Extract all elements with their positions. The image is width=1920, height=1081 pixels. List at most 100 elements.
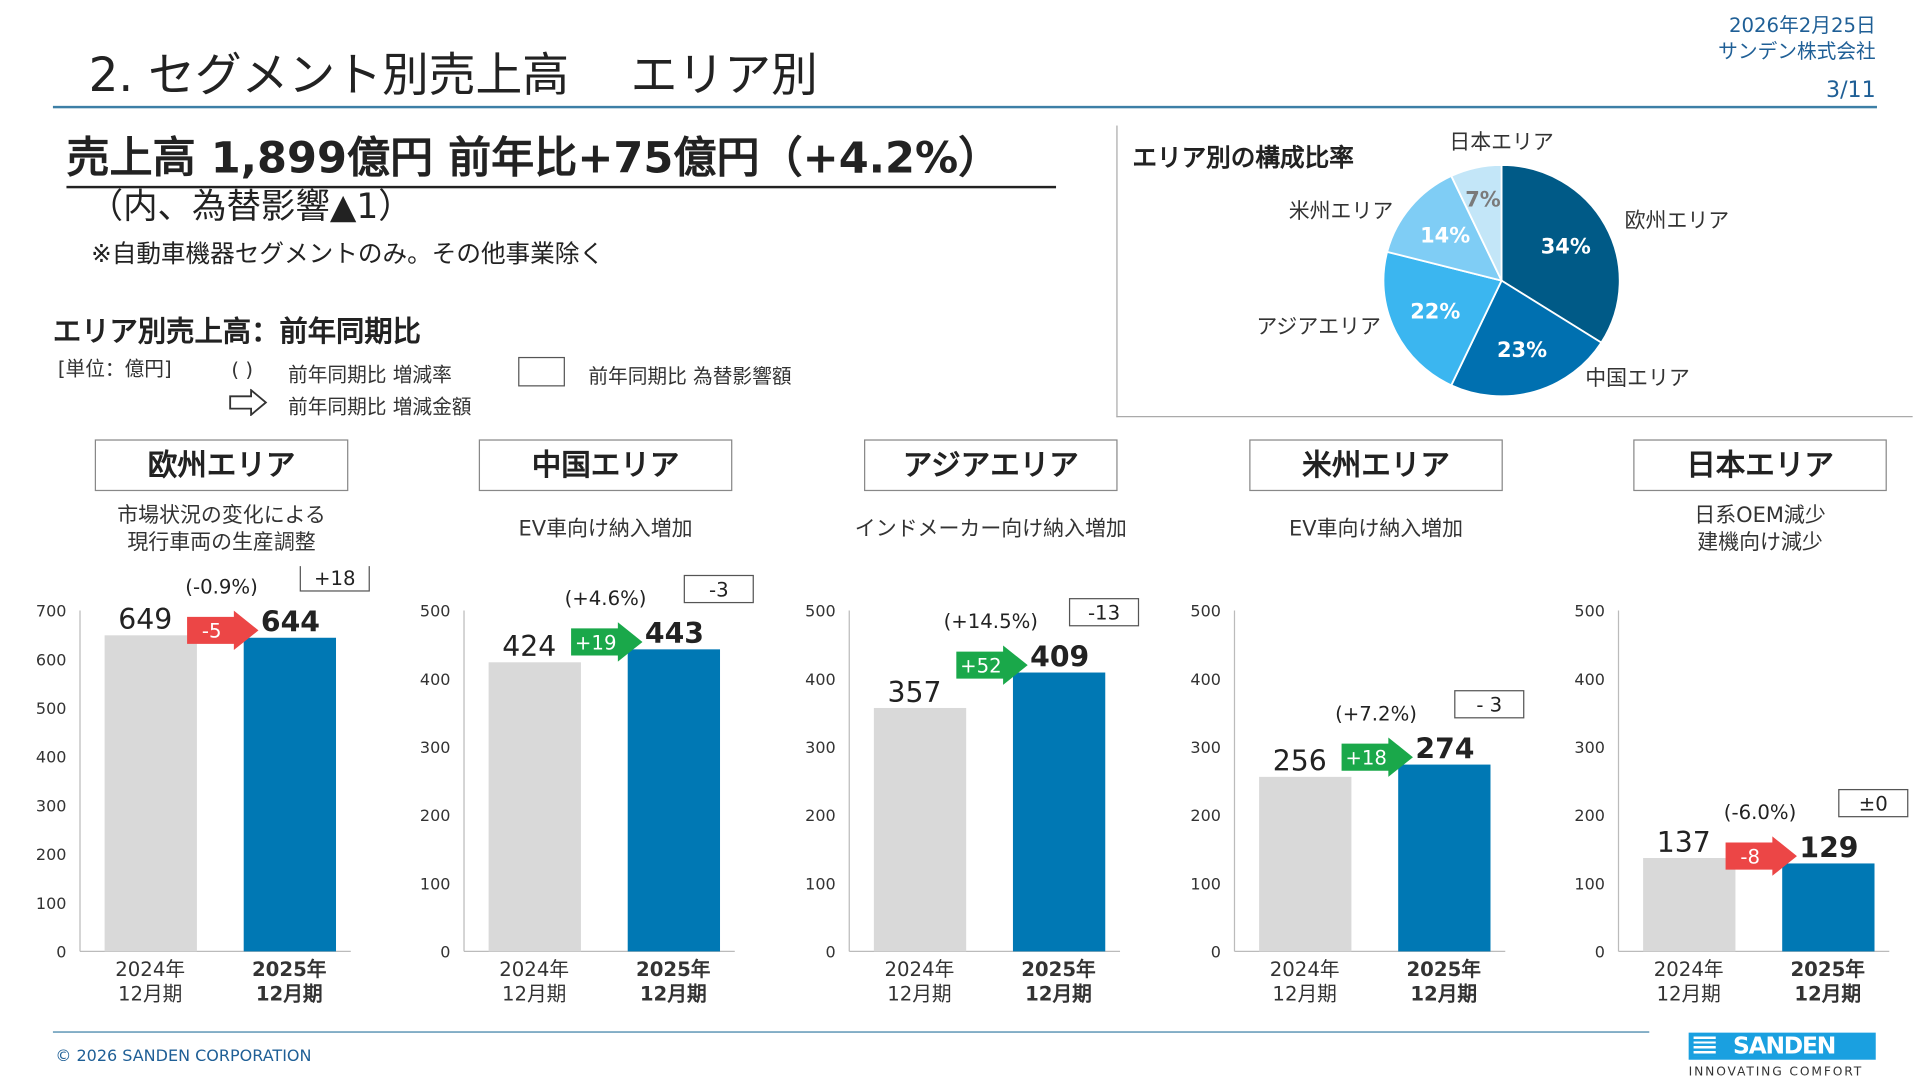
bar-value-label: 129 — [1799, 831, 1858, 864]
pie-area-label: 中国エリア — [1585, 366, 1690, 390]
pct-change-label: (+4.6%) — [565, 587, 647, 610]
arrow-outline-icon — [229, 389, 268, 416]
area-comment: EV車向け納入増加 — [1216, 516, 1536, 543]
bar-value-label: 649 — [118, 603, 172, 636]
bar-2025 — [1398, 765, 1490, 952]
x-category-label: 2025年 — [1021, 958, 1096, 981]
legend-box-icon — [518, 357, 565, 387]
fx-label: -13 — [1088, 602, 1120, 625]
pct-change-label: (-6.0%) — [1724, 801, 1796, 824]
pie-area-label: 米州エリア — [1289, 199, 1394, 223]
y-tick-label: 0 — [1595, 943, 1605, 962]
headline: 売上高 1,899億円 前年比+75億円（+4.2%） — [66, 123, 1056, 188]
bar-value-label: 357 — [887, 676, 941, 709]
delta-label: +18 — [1345, 747, 1387, 770]
pct-change-label: (+7.2%) — [1335, 702, 1417, 725]
bar-chart: 01002003004005004242024年12月期4432025年12月期… — [384, 566, 766, 1009]
area-header: 欧州エリア — [95, 439, 349, 491]
fx-note: （内、為替影響▲1） — [89, 180, 413, 229]
x-category-label: 12月期 — [1025, 983, 1092, 1006]
y-tick-label: 100 — [36, 894, 67, 913]
pie-percent-label: 14% — [1420, 223, 1470, 247]
x-category-label: 12月期 — [887, 983, 951, 1006]
y-tick-label: 0 — [826, 943, 836, 962]
fx-label: -3 — [709, 578, 729, 601]
comment-line: EV車向け納入増加 — [1216, 516, 1536, 543]
bar-chart: 01002003004005002562024年12月期2742025年12月期… — [1154, 566, 1536, 1009]
pie-area-label: アジアエリア — [1256, 315, 1381, 339]
comment-line: EV車向け納入増加 — [446, 516, 766, 543]
x-category-label: 12月期 — [1272, 983, 1336, 1006]
x-category-label: 12月期 — [1794, 983, 1861, 1006]
legend-fx: 前年同期比 為替影響額 — [588, 359, 791, 389]
area-header: 日本エリア — [1633, 439, 1887, 491]
y-tick-label: 300 — [36, 796, 67, 815]
pie-area-label: 欧州エリア — [1625, 209, 1730, 233]
pct-change-label: (-0.9%) — [185, 575, 257, 598]
area-comment: インドメーカー向け納入増加 — [831, 516, 1151, 543]
y-tick-label: 200 — [1574, 806, 1605, 825]
area-header: 米州エリア — [1249, 439, 1503, 491]
copyright: © 2026 SANDEN CORPORATION — [55, 1047, 311, 1065]
bar-value-label: 443 — [645, 617, 704, 650]
y-tick-label: 0 — [56, 943, 66, 962]
y-tick-label: 400 — [420, 670, 451, 689]
bar-2025 — [1013, 673, 1105, 952]
tagline: INNOVATING COMFORT — [1689, 1066, 1864, 1080]
y-tick-label: 300 — [1574, 738, 1605, 757]
section-title: エリア別売上高：前年同期比 — [53, 308, 421, 350]
company: サンデン株式会社 — [1718, 38, 1876, 64]
footer-divider — [53, 1031, 1649, 1032]
pie-area-label: 日本エリア — [1449, 130, 1554, 154]
area-comment: 市場状況の変化による現行車両の生産調整 — [62, 502, 382, 556]
bar-value-label: 137 — [1657, 826, 1711, 859]
page-title: 2. セグメント別売上高 エリア別 — [89, 37, 818, 105]
comment-line: 日系OEM減少 — [1600, 502, 1920, 529]
y-tick-label: 200 — [1190, 806, 1221, 825]
comment-line: インドメーカー向け納入増加 — [831, 516, 1151, 543]
bar-2024 — [105, 635, 197, 951]
pie-percent-label: 22% — [1410, 300, 1460, 324]
pie-percent-label: 7% — [1465, 188, 1501, 212]
y-tick-label: 300 — [805, 738, 836, 757]
y-tick-label: 600 — [36, 650, 67, 669]
y-tick-label: 500 — [805, 602, 836, 621]
bar-2025 — [1782, 863, 1874, 951]
x-category-label: 12月期 — [1410, 983, 1477, 1006]
bar-2024 — [1259, 777, 1351, 952]
y-tick-label: 200 — [805, 806, 836, 825]
x-category-label: 2024年 — [885, 958, 955, 981]
bar-2025 — [628, 649, 720, 951]
legend-paren: ( ) — [231, 358, 253, 381]
y-tick-label: 0 — [440, 943, 450, 962]
comment-line: 建機向け減少 — [1600, 529, 1920, 556]
x-category-label: 2024年 — [1270, 958, 1340, 981]
comment-line: 現行車両の生産調整 — [62, 529, 382, 556]
bar-value-label: 644 — [261, 606, 320, 639]
pie-percent-label: 23% — [1497, 338, 1547, 362]
area-header: 中国エリア — [479, 439, 733, 491]
bar-chart: 01002003004005003572024年12月期4092025年12月期… — [769, 566, 1151, 1009]
y-tick-label: 400 — [1190, 670, 1221, 689]
delta-label: -8 — [1740, 845, 1760, 868]
pie-percent-label: 34% — [1541, 234, 1591, 258]
bar-value-label: 409 — [1030, 640, 1089, 673]
x-category-label: 2025年 — [1406, 958, 1481, 981]
unit-label: [単位：億円] — [58, 352, 172, 382]
fx-label: - 3 — [1476, 694, 1502, 717]
scope-note: ※自動車機器セグメントのみ。その他事業除く — [91, 234, 604, 270]
logo-text: SANDEN — [1733, 1033, 1835, 1060]
legend-rate: 前年同期比 増減率 — [288, 358, 452, 388]
x-category-label: 2024年 — [499, 958, 569, 981]
bar-chart: 01002003004005001372024年12月期1292025年12月期… — [1539, 566, 1920, 1009]
x-category-label: 12月期 — [1656, 983, 1720, 1006]
y-tick-label: 500 — [1574, 602, 1605, 621]
y-tick-label: 100 — [1574, 874, 1605, 893]
fx-label: ±0 — [1859, 793, 1888, 816]
y-tick-label: 700 — [36, 602, 67, 621]
y-tick-label: 500 — [36, 699, 67, 718]
comment-line: 市場状況の変化による — [62, 502, 382, 529]
bar-2025 — [244, 638, 336, 952]
